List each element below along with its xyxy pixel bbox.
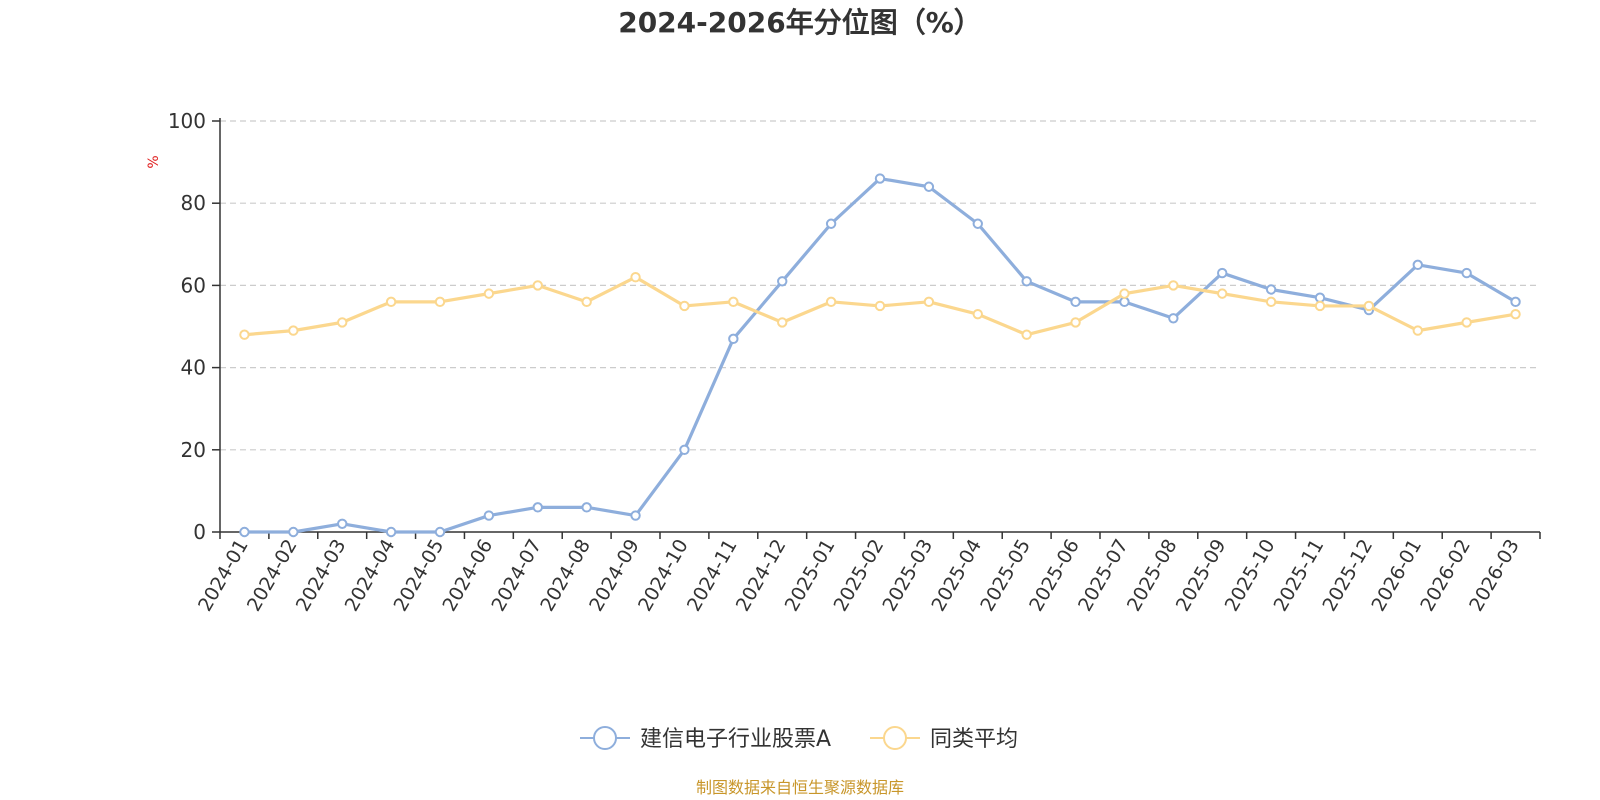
data-point (630, 271, 641, 283)
data-point (337, 518, 348, 529)
data-point (874, 300, 886, 312)
data-point (1314, 292, 1326, 303)
y-tick-label: 40 (181, 356, 206, 380)
data-point (532, 280, 543, 291)
data-point (288, 325, 299, 336)
data-point (483, 510, 495, 521)
data-point (1070, 317, 1081, 328)
y-tick-labels: 0 20 40 60 80 100 (168, 109, 206, 544)
legend-label: 同类平均 (930, 727, 1018, 752)
grid-lines (220, 120, 1540, 451)
data-point (1461, 317, 1472, 328)
chart-title: 2024-2026年分位图（%） (618, 6, 982, 39)
data-point (1021, 276, 1032, 287)
legend-item-0[interactable]: 建信电子行业股票A (580, 726, 831, 752)
y-tick-label: 60 (181, 273, 206, 297)
data-point (777, 276, 788, 287)
data-point (385, 526, 397, 538)
legend-circle-icon (883, 726, 907, 750)
data-point (239, 329, 250, 340)
data-point (728, 333, 739, 345)
data-point (1070, 296, 1081, 308)
data-point (923, 296, 935, 308)
y-tick-label: 20 (181, 438, 206, 462)
data-point (1217, 288, 1228, 299)
series-line (242, 176, 1518, 534)
data-point (1265, 284, 1277, 295)
series-1 (239, 271, 1521, 340)
y-axis-unit: % (146, 155, 162, 168)
y-tick-label: 80 (181, 191, 206, 215)
data-point (1265, 296, 1277, 308)
data-point (825, 296, 837, 308)
data-point (1461, 267, 1472, 279)
data-point (874, 173, 886, 184)
data-point (1510, 308, 1521, 320)
data-point (581, 296, 592, 308)
legend-item-1[interactable]: 同类平均 (870, 726, 1018, 752)
data-point (337, 317, 348, 328)
data-point (825, 218, 837, 229)
data-point (385, 296, 397, 308)
series-0 (239, 173, 1521, 538)
data-point (972, 218, 983, 229)
data-point (1510, 296, 1521, 308)
data-point (434, 526, 446, 538)
data-point (1412, 259, 1423, 271)
data-point (1119, 296, 1130, 308)
data-point (239, 526, 250, 538)
data-point (1168, 280, 1179, 291)
data-point (1412, 325, 1423, 336)
data-point (434, 296, 446, 308)
data-point (972, 308, 983, 320)
data-point (1363, 300, 1375, 312)
data-source-note: 制图数据来自恒生聚源数据库 (696, 778, 904, 797)
y-tick-label: 100 (168, 109, 206, 133)
data-point (1168, 313, 1179, 324)
data-point (532, 502, 543, 513)
data-point (923, 181, 935, 192)
data-point (679, 444, 690, 455)
data-point (728, 296, 739, 308)
legend-circle-icon (593, 726, 617, 750)
legend[interactable]: 建信电子行业股票A 同类平均 (580, 726, 1018, 752)
data-point (288, 526, 299, 538)
data-point (777, 317, 788, 328)
data-point (1314, 300, 1326, 312)
data-point (679, 300, 690, 312)
legend-label: 建信电子行业股票A (640, 727, 831, 752)
data-point (1119, 288, 1130, 299)
data-point (1021, 329, 1032, 340)
data-point (581, 502, 592, 513)
x-tick-labels: 2024-012024-022024-032024-042024-052024-… (194, 536, 1524, 616)
data-point (630, 510, 641, 521)
series-lines (239, 173, 1521, 538)
y-tick-label: 0 (193, 520, 206, 544)
data-point (483, 288, 495, 299)
data-point (1217, 267, 1228, 279)
